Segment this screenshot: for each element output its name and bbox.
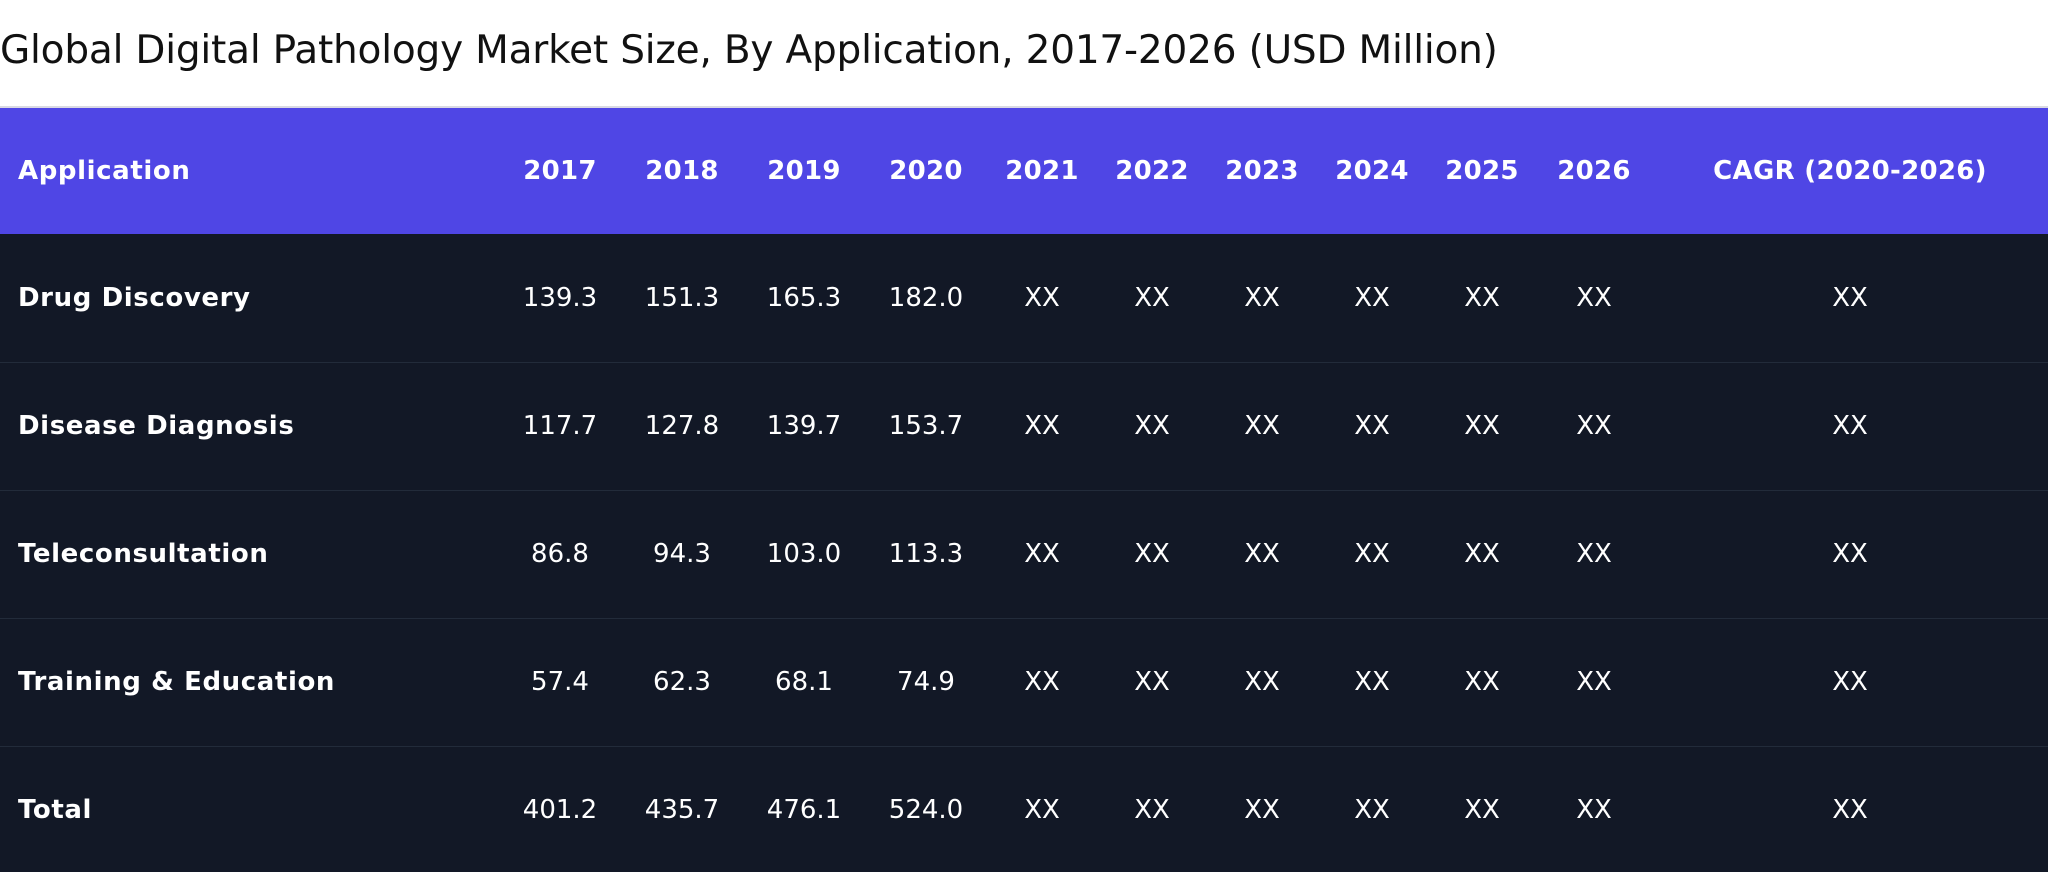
cell-2018: 435.7 [620, 745, 744, 872]
table-header: Application 2017 2018 2019 2020 2021 202… [0, 108, 2048, 234]
cell-2022: XX [1096, 745, 1208, 872]
cell-cagr: XX [1652, 489, 2048, 618]
market-table: Application 2017 2018 2019 2020 2021 202… [0, 108, 2048, 872]
cell-2021: XX [988, 489, 1096, 618]
header-2017: 2017 [523, 156, 597, 186]
cell-2023: XX [1208, 745, 1316, 872]
header-2023: 2023 [1225, 156, 1299, 186]
table-row-teleconsultation: Teleconsultation 86.8 94.3 103.0 113.3 X… [0, 489, 2048, 618]
cell-2019: 476.1 [744, 745, 864, 872]
cell-2024: XX [1316, 489, 1428, 618]
header-2026: 2026 [1557, 156, 1631, 186]
cell-2024: XX [1316, 617, 1428, 746]
cell-2020: 153.7 [864, 361, 988, 490]
cell-2026: XX [1536, 745, 1652, 872]
cell-2021: XX [988, 745, 1096, 872]
cell-2018: 62.3 [620, 617, 744, 746]
table-row-drug-discovery: Drug Discovery 139.3 151.3 165.3 182.0 X… [0, 234, 2048, 362]
cell-cagr: XX [1832, 282, 1868, 313]
cell-2025: XX [1428, 745, 1536, 872]
cell-2019: 165.3 [766, 282, 842, 313]
cell-2022: XX [1096, 617, 1208, 746]
cell-2025: XX [1428, 361, 1536, 490]
header-2025: 2025 [1445, 156, 1519, 186]
cell-cagr: XX [1652, 745, 2048, 872]
cell-2025: XX [1464, 282, 1500, 313]
table-row-total: Total 401.2 435.7 476.1 524.0 XX XX XX X… [0, 745, 2048, 872]
cell-2022: XX [1134, 282, 1170, 313]
cell-2026: XX [1536, 617, 1652, 746]
table-row-training-education: Training & Education 57.4 62.3 68.1 74.9… [0, 617, 2048, 746]
cell-2017: 57.4 [500, 617, 620, 746]
header-2021: 2021 [1005, 156, 1079, 186]
cell-2026: XX [1536, 489, 1652, 618]
cell-2024: XX [1316, 745, 1428, 872]
cell-2021: XX [988, 617, 1096, 746]
header-2020: 2020 [889, 156, 963, 186]
cell-2025: XX [1428, 489, 1536, 618]
cell-application: Total [0, 745, 500, 872]
header-2018: 2018 [645, 156, 719, 186]
cell-2020: 113.3 [864, 489, 988, 618]
cell-2017: 401.2 [500, 745, 620, 872]
cell-2020: 182.0 [888, 282, 964, 313]
cell-2019: 68.1 [744, 617, 864, 746]
title-divider [0, 106, 2048, 108]
cell-2023: XX [1208, 489, 1316, 618]
cell-2023: XX [1208, 361, 1316, 490]
cell-2019: 103.0 [744, 489, 864, 618]
cell-2020: 524.0 [864, 745, 988, 872]
cell-2018: 94.3 [620, 489, 744, 618]
cell-application: Drug Discovery [18, 282, 251, 313]
cell-2026: XX [1536, 361, 1652, 490]
header-row: Application 2017 2018 2019 2020 2021 202… [0, 108, 2048, 234]
header-2019: 2019 [767, 156, 841, 186]
cell-2017: 139.3 [522, 282, 598, 313]
header-2022: 2022 [1115, 156, 1189, 186]
cell-2019: 139.7 [744, 361, 864, 490]
table-body: Drug Discovery 139.3 151.3 165.3 182.0 X… [0, 234, 2048, 872]
cell-application: Training & Education [0, 617, 500, 746]
cell-2022: XX [1096, 489, 1208, 618]
cell-2017: 117.7 [500, 361, 620, 490]
chart-title: Global Digital Pathology Market Size, By… [0, 28, 1498, 73]
header-application: Application [18, 156, 191, 186]
header-cagr: CAGR (2020-2026) [1713, 156, 1987, 186]
cell-2018: 151.3 [644, 282, 720, 313]
cell-2024: XX [1316, 361, 1428, 490]
cell-2023: XX [1208, 617, 1316, 746]
cell-2018: 127.8 [620, 361, 744, 490]
cell-2022: XX [1096, 361, 1208, 490]
cell-2025: XX [1428, 617, 1536, 746]
cell-2021: XX [988, 361, 1096, 490]
cell-cagr: XX [1652, 361, 2048, 490]
cell-2021: XX [1024, 282, 1060, 313]
cell-application: Disease Diagnosis [0, 361, 500, 490]
cell-application: Teleconsultation [0, 489, 500, 618]
cell-cagr: XX [1652, 617, 2048, 746]
header-2024: 2024 [1335, 156, 1409, 186]
cell-2026: XX [1576, 282, 1612, 313]
cell-2023: XX [1244, 282, 1280, 313]
cell-2017: 86.8 [500, 489, 620, 618]
table-row-disease-diagnosis: Disease Diagnosis 117.7 127.8 139.7 153.… [0, 361, 2048, 490]
cell-2020: 74.9 [864, 617, 988, 746]
cell-2024: XX [1354, 282, 1390, 313]
